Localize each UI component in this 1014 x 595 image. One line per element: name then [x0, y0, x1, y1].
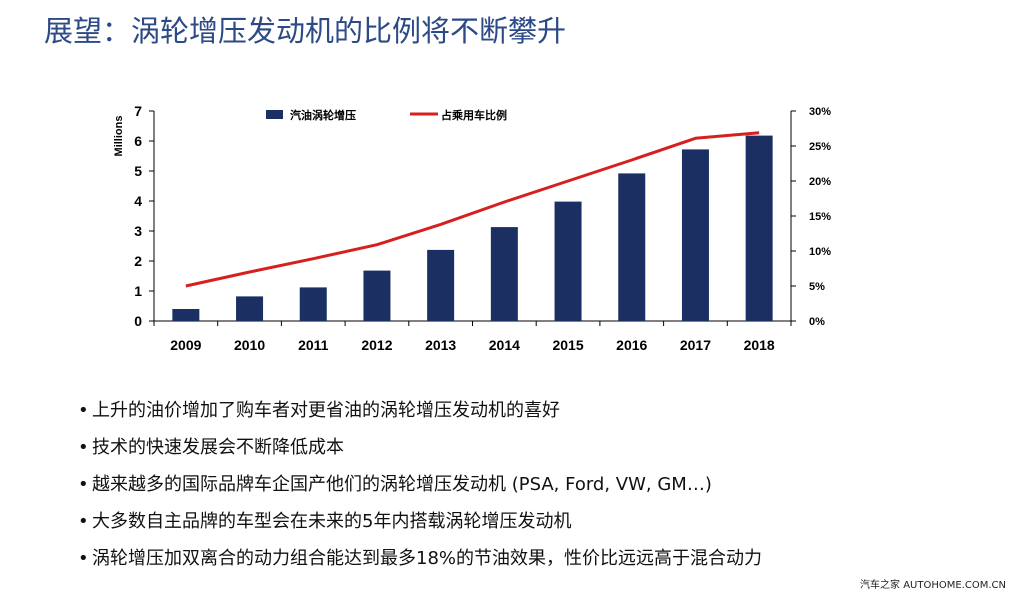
x-tick-label: 2016	[616, 337, 647, 353]
x-tick-label: 2017	[680, 337, 711, 353]
legend-swatch-bar	[266, 110, 283, 119]
bullet-text: 技术的快速发展会不断降低成本	[92, 437, 344, 458]
bullet-text: 越来越多的国际品牌车企国产他们的涡轮增压发动机 (PSA, Ford, VW, …	[92, 474, 712, 495]
y2-tick-label: 25%	[809, 141, 831, 153]
y2-tick-label: 30%	[809, 106, 831, 118]
bullet-item: • 涡轮增压加双离合的动力组合能达到最多18%的节油效果，性价比远远高于混合动力	[78, 545, 762, 582]
y-tick-label: 6	[134, 133, 142, 149]
bullet-list: • 上升的油价增加了购车者对更省油的涡轮增压发动机的喜好 • 技术的快速发展会不断降低…	[78, 397, 762, 582]
bar	[490, 227, 518, 321]
bar	[363, 270, 391, 321]
x-tick-label: 2015	[552, 337, 583, 353]
x-tick-label: 2013	[425, 337, 456, 353]
legend-label-line: 占乘用车比例	[441, 108, 507, 122]
bullet-marker: •	[78, 548, 89, 569]
y2-tick-label: 15%	[809, 211, 831, 223]
page-title: 展望：涡轮增压发动机的比例将不断攀升	[44, 14, 567, 48]
bullet-item: • 越来越多的国际品牌车企国产他们的涡轮增压发动机 (PSA, Ford, VW,…	[78, 471, 762, 508]
y-tick-label: 0	[134, 313, 142, 329]
bar-series	[172, 135, 773, 321]
chart-legend: 汽油涡轮增压 占乘用车比例	[266, 108, 507, 122]
bar	[554, 201, 582, 321]
bar	[299, 287, 327, 321]
y-tick-label: 2	[134, 253, 142, 269]
bullet-item: • 上升的油价增加了购车者对更省油的涡轮增压发动机的喜好	[78, 397, 762, 434]
bar	[681, 149, 709, 321]
y-tick-label: 3	[134, 223, 142, 239]
bar	[427, 249, 455, 321]
line-series	[185, 131, 760, 288]
bullet-marker: •	[78, 511, 89, 532]
legend-label-bar: 汽油涡轮增压	[290, 108, 356, 122]
x-tick-label: 2010	[234, 337, 265, 353]
series-line	[185, 131, 760, 288]
y-tick-label: 5	[134, 163, 142, 179]
bullet-marker: •	[78, 437, 89, 458]
bar	[236, 296, 264, 321]
y-tick-label: 7	[134, 103, 142, 119]
y2-tick-label: 0%	[809, 316, 825, 328]
x-tick-label: 2014	[489, 337, 520, 353]
x-tick-label: 2012	[361, 337, 392, 353]
bullet-marker: •	[78, 474, 89, 495]
bar	[745, 135, 773, 321]
bullet-item: • 大多数自主品牌的车型会在未来的5年内搭载涡轮增压发动机	[78, 508, 762, 545]
y-tick-label: 4	[134, 193, 142, 209]
y2-tick-label: 20%	[809, 176, 831, 188]
x-tick-label: 2009	[170, 337, 201, 353]
y-tick-label: 1	[134, 283, 142, 299]
x-tick-label: 2018	[744, 337, 775, 353]
bullet-text: 上升的油价增加了购车者对更省油的涡轮增压发动机的喜好	[92, 400, 560, 421]
bar	[172, 309, 200, 321]
bar	[618, 173, 646, 321]
bullet-marker: •	[78, 400, 89, 421]
turbo-chart: 0 1 2 3 4 5 6 7 0% 5% 10% 15% 20% 25% 30% 2009 2010 2011 2…	[113, 103, 831, 353]
y2-tick-label: 10%	[809, 246, 831, 258]
bullet-text: 涡轮增压加双离合的动力组合能达到最多18%的节油效果，性价比远远高于混合动力	[92, 548, 763, 569]
x-tick-label: 2011	[298, 337, 329, 353]
bullet-text: 大多数自主品牌的车型会在未来的5年内搭载涡轮增压发动机	[92, 511, 572, 532]
y-axis-title: Millions	[113, 116, 125, 157]
bullet-item: • 技术的快速发展会不断降低成本	[78, 434, 762, 471]
y2-tick-label: 5%	[809, 281, 825, 293]
tick-labels: 0 1 2 3 4 5 6 7 0% 5% 10% 15% 20% 25% 30% 2009 2010 2011 2…	[113, 103, 831, 353]
watermark: 汽车之家 AUTOHOME.COM.CN	[860, 580, 1006, 591]
